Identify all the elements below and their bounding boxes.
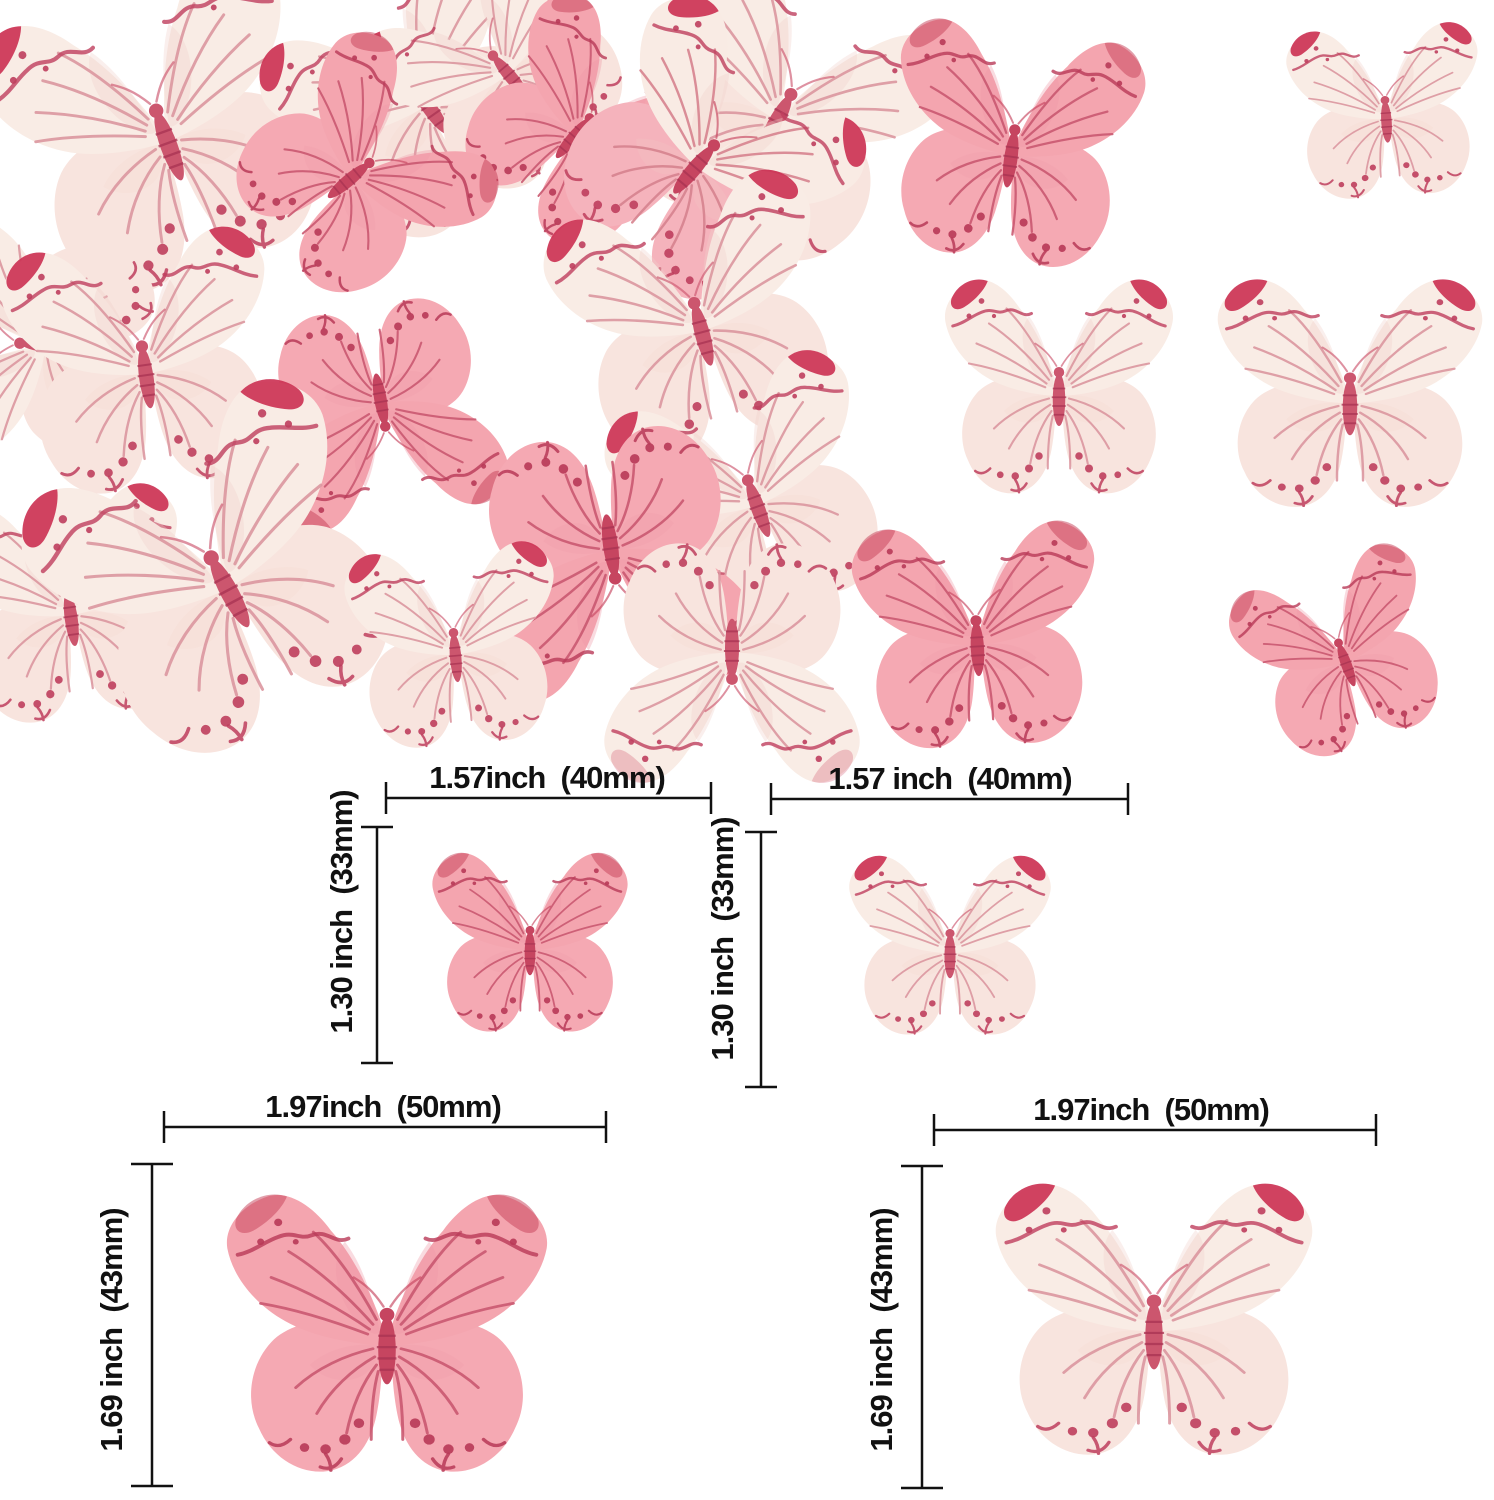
svg-text:1.97inch (50mm): 1.97inch (50mm) — [1033, 1092, 1269, 1127]
svg-text:1.57 inch (40mm): 1.57 inch (40mm) — [828, 761, 1071, 796]
svg-text:1.97inch (50mm): 1.97inch (50mm) — [265, 1089, 501, 1124]
svg-text:1.57inch (40mm): 1.57inch (40mm) — [429, 760, 665, 795]
svg-text:1.30 inch (33mm): 1.30 inch (33mm) — [324, 790, 359, 1033]
svg-text:1.30 inch (33mm): 1.30 inch (33mm) — [705, 817, 740, 1060]
svg-text:1.69 inch (43mm): 1.69 inch (43mm) — [864, 1208, 899, 1451]
svg-text:1.69 inch (43mm): 1.69 inch (43mm) — [94, 1208, 129, 1451]
